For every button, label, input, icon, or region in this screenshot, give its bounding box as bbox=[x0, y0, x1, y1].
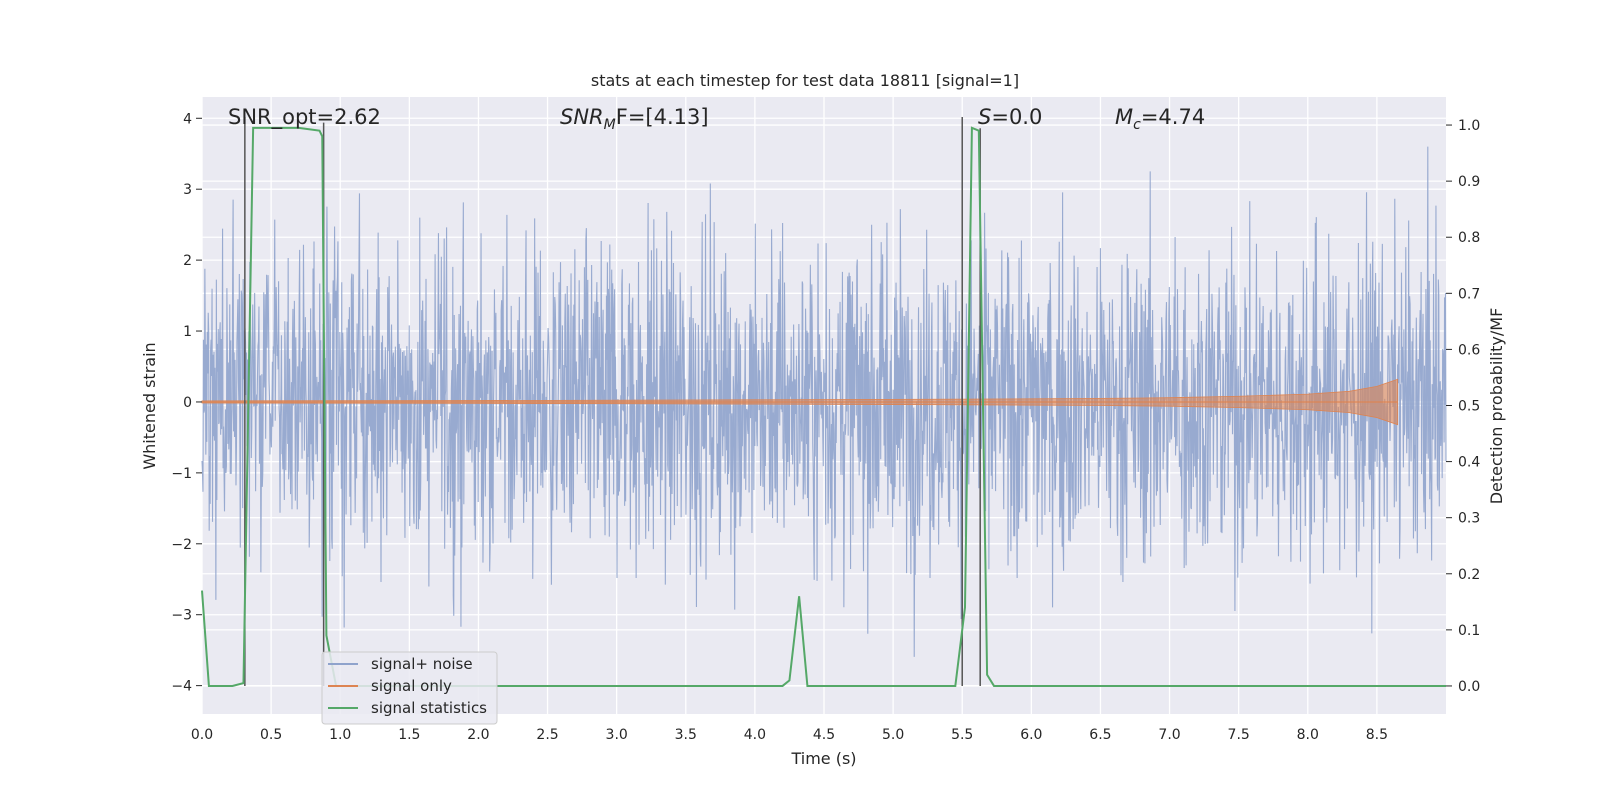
legend-label-signal-only: signal only bbox=[371, 677, 452, 695]
y-tick-label: 2 bbox=[183, 253, 192, 269]
y-right-tick-label: 0.4 bbox=[1458, 455, 1480, 471]
x-tick-label: 3.5 bbox=[675, 727, 697, 743]
y-right-tick-label: 0.0 bbox=[1458, 679, 1480, 695]
x-tick-label: 5.5 bbox=[951, 727, 973, 743]
x-tick-label: 0.0 bbox=[191, 727, 213, 743]
y-tick-label: 4 bbox=[183, 111, 192, 127]
y-right-tick-label: 0.1 bbox=[1458, 623, 1480, 639]
y-right-tick-label: 0.8 bbox=[1458, 230, 1480, 246]
y-right-axis-label: Detection probability/MF bbox=[1487, 308, 1506, 505]
annotation-s-main: S bbox=[978, 105, 991, 129]
x-tick-label: 4.0 bbox=[744, 727, 766, 743]
annotation-mc: Mc=4.74 bbox=[1115, 105, 1205, 133]
y-right-tick-label: 1.0 bbox=[1458, 118, 1480, 134]
y-right-tick-label: 0.3 bbox=[1458, 511, 1480, 527]
y-tick-label: 3 bbox=[183, 182, 192, 198]
x-tick-label: 6.0 bbox=[1020, 727, 1042, 743]
y-tick-label: −3 bbox=[171, 608, 192, 624]
series-signal-plus-noise bbox=[201, 146, 1447, 657]
series-signal-only bbox=[201, 378, 1399, 426]
x-tick-label: 8.0 bbox=[1297, 727, 1319, 743]
y-right-tick-label: 0.9 bbox=[1458, 174, 1480, 190]
annotation-snr-mf-rest: F=[4.13] bbox=[616, 105, 709, 129]
x-tick-label: 3.0 bbox=[606, 727, 628, 743]
x-tick-label: 7.0 bbox=[1158, 727, 1180, 743]
plot-axes bbox=[201, 97, 1447, 714]
annotation-snr-mf: SNRMF=[4.13] bbox=[560, 105, 709, 133]
y-axis-label: Whitened strain bbox=[140, 342, 159, 469]
y-right-tick-label: 0.2 bbox=[1458, 567, 1480, 583]
y-tick-label: −1 bbox=[171, 466, 192, 482]
x-tick-label: 4.5 bbox=[813, 727, 835, 743]
x-tick-labels: 0.0 0.5 1.0 1.5 2.0 2.5 3.0 3.5 4.0 4.5 5.0 5.5 6.0 6… bbox=[191, 727, 1388, 743]
chart-title: stats at each timestep for test data 188… bbox=[591, 71, 1019, 90]
annotation-snr-mf-main: SNR bbox=[560, 105, 604, 129]
y-tick-label: 1 bbox=[183, 324, 192, 340]
y-right-tick-label: 0.6 bbox=[1458, 342, 1480, 358]
legend-label-signal-plus-noise: signal+ noise bbox=[371, 655, 473, 673]
y-right-tick-label: 0.5 bbox=[1458, 399, 1480, 415]
y-right-tick-label: 0.7 bbox=[1458, 286, 1480, 302]
annotation-mc-sub: c bbox=[1133, 117, 1141, 133]
x-tick-label: 1.5 bbox=[398, 727, 420, 743]
y-tick-label: −4 bbox=[171, 679, 192, 695]
y-tick-label: −2 bbox=[171, 537, 192, 553]
legend-label-signal-statistics: signal statistics bbox=[371, 699, 487, 717]
x-tick-label: 2.0 bbox=[467, 727, 489, 743]
x-tick-label: 2.5 bbox=[536, 727, 558, 743]
y-right-tick-labels: 1.0 0.9 0.8 0.7 0.6 0.5 0.4 0.3 0.2 0.1 0.0 bbox=[1446, 118, 1480, 695]
x-tick-label: 8.5 bbox=[1366, 727, 1388, 743]
legend-box bbox=[321, 651, 498, 725]
x-tick-label: 1.0 bbox=[329, 727, 351, 743]
annotation-mc-rest: =4.74 bbox=[1141, 105, 1205, 129]
x-tick-label: 7.5 bbox=[1228, 727, 1250, 743]
legend: signal+ noise signal only signal statist… bbox=[321, 651, 498, 725]
x-tick-label: 5.0 bbox=[882, 727, 904, 743]
signal-plus-noise-line bbox=[201, 146, 1447, 657]
annotation-s-rest: =0.0 bbox=[991, 105, 1042, 129]
annotation-mc-main: M bbox=[1115, 105, 1133, 129]
x-axis-label: Time (s) bbox=[790, 749, 856, 768]
x-tick-label: 6.5 bbox=[1089, 727, 1111, 743]
annotation-snr-mf-sub: M bbox=[604, 117, 616, 133]
annotation-s: S=0.0 bbox=[978, 105, 1042, 129]
x-tick-label: 0.5 bbox=[260, 727, 282, 743]
annotation-snr-opt: SNR_opt=2.62 bbox=[228, 105, 381, 130]
y-tick-labels: 4 3 2 1 0 −1 −2 −3 −4 bbox=[171, 111, 202, 695]
y-tick-label: 0 bbox=[183, 395, 192, 411]
